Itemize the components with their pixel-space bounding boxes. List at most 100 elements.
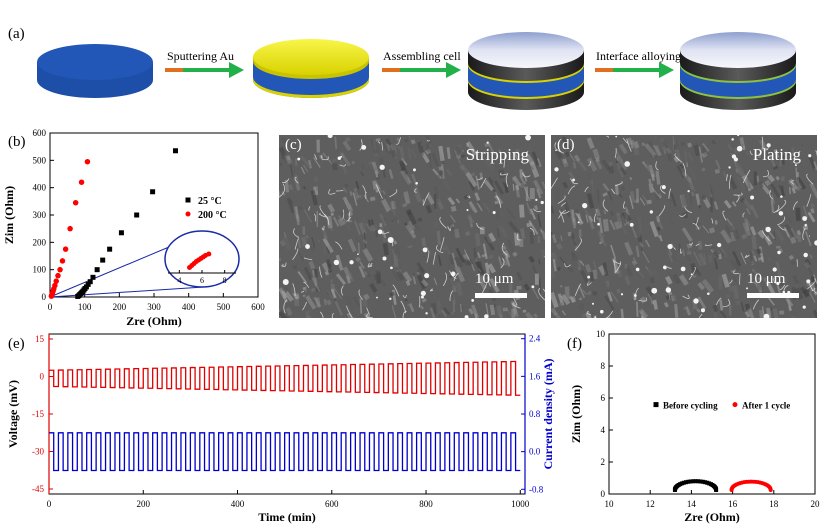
sem-grain [751,249,756,257]
sem-grain [534,273,539,285]
sem-grain [446,147,451,160]
sem-particle [635,267,640,272]
sem-grain [519,280,522,285]
sem-particle [624,161,631,167]
sem-grain [701,142,710,152]
sem-ridge [328,188,336,195]
sem-grain [482,243,488,260]
sem-grain [594,158,603,170]
sem-grain [670,192,677,207]
sem-grain [358,242,360,255]
sem-grain [347,238,357,253]
sem-grain [673,156,680,163]
sem-grain [412,274,417,285]
sem-ridge [358,289,363,300]
sem-ridge [283,299,287,314]
sem-grain [297,271,308,284]
sem-ridge [658,205,666,217]
sem-grain [560,235,563,242]
sem-grain [619,167,627,176]
sem-grain [637,216,643,233]
sem-grain [431,152,440,167]
sem-grain [489,277,500,293]
sem-grain [406,303,410,307]
sem-grain [727,143,734,152]
sem-grain [749,250,753,265]
sem-ridge [339,164,347,167]
sem-grain [506,263,510,268]
sem-grain [515,149,520,153]
sem-grain [344,183,349,188]
sem-grain [585,311,594,318]
sem-grain [802,205,809,219]
sem-grain [327,203,336,213]
inset-data-point [206,251,212,257]
sem-grain [597,189,600,204]
sem-grain [399,146,406,162]
sem-grain [655,170,661,185]
sem-particle [349,260,354,265]
sem-ridge [584,186,589,193]
data-point-red [67,225,73,232]
sem-ridge [744,254,750,258]
sem-ridge [722,298,731,308]
data-point-black [696,479,701,484]
sem-particle [731,138,734,141]
sem-grain [342,140,352,152]
sem-grain [557,153,564,167]
process-schematic: Sputtering Au Assembling cell Interface … [37,32,796,110]
sem-grain [479,226,485,235]
inset-x-tick-label: 4 [177,276,181,285]
sem-ridge [791,180,795,185]
sem-grain [410,139,416,145]
sem-grain [683,150,688,163]
sem-grain [802,225,809,231]
sem-grain [735,300,742,306]
sem-ridge [346,216,352,222]
sem-grain [792,274,800,285]
sem-grain [641,142,646,147]
sem-particle [750,195,755,200]
sem-grain [615,150,624,162]
sem-grain [774,228,785,242]
sem-grain [502,307,508,312]
sem-grain [496,237,501,241]
sem-grain [739,197,746,204]
inset-connector [49,286,205,298]
sem-grain [426,194,435,205]
step-label-alloying: Interface alloying [596,49,681,63]
sem-grain [659,236,663,242]
sem-grain [484,262,490,274]
sem-particle [413,168,416,172]
sem-ridge [516,233,521,241]
sem-grain [561,157,569,168]
sem-grain [649,220,659,238]
sem-grain [498,225,509,239]
sem-ridge [655,161,659,171]
y-tick-label: 15 [35,334,45,344]
sem-ridge [813,287,817,294]
sem-grain [330,212,335,216]
sem-particle [651,287,658,294]
sem-grain [454,149,461,165]
sem-ridge [558,210,566,219]
sem-grain [375,138,381,142]
sem-grain [564,286,570,300]
sem-particle [471,299,475,302]
sem-grain [436,300,442,315]
data-point-black [107,246,113,252]
sem-grain [437,252,442,259]
sem-particle [305,244,310,249]
sem-grain [684,306,691,316]
data-point-black [150,189,156,195]
sem-grain [630,140,634,149]
sem-grain [616,212,622,225]
sem-grain [533,179,544,195]
sem-grain [604,295,615,311]
sem-grain [714,220,718,225]
x-tick-label: 12 [646,499,655,509]
sem-ridge [321,155,323,161]
sem-particle [814,240,817,246]
sem-grain [355,256,361,263]
sem-grain [711,139,716,146]
